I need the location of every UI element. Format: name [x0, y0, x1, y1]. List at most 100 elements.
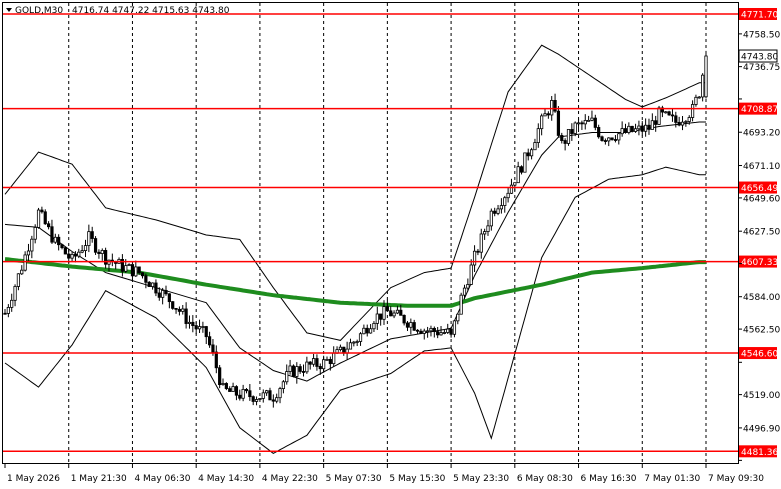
- candle-body: [23, 254, 27, 271]
- candle-body: [261, 392, 265, 399]
- candle-body: [241, 388, 245, 399]
- level-price-tag: [739, 102, 777, 115]
- candle-body: [171, 301, 175, 309]
- candle-body: [234, 386, 239, 396]
- candle-body: [466, 284, 470, 289]
- candle-body: [248, 390, 252, 398]
- candle-body: [90, 231, 94, 239]
- y-tick-label: 4671.10: [743, 162, 780, 172]
- candle-body: [36, 209, 41, 228]
- candle-body: [633, 128, 638, 132]
- candle-body: [137, 266, 141, 274]
- candle-body: [617, 133, 621, 141]
- candle-body: [375, 313, 379, 324]
- candle-body: [372, 322, 376, 330]
- candle-body: [623, 128, 628, 133]
- horizontal-levels: 4771.70 4708.87 4656.49 4607.33 4546.60 4481.…: [3, 7, 778, 458]
- candle-body: [382, 306, 386, 320]
- x-tick-label: 4 May 06:30: [134, 474, 190, 484]
- candle-body: [600, 136, 604, 141]
- level-price-tag: [739, 255, 777, 268]
- candle-body: [563, 140, 567, 144]
- candle-body: [657, 107, 661, 125]
- candle-body: [338, 346, 343, 351]
- candle-body: [580, 122, 584, 125]
- candle-body: [93, 238, 98, 253]
- candle-body: [560, 135, 564, 141]
- candle-body: [26, 250, 31, 256]
- x-tick-label: 4 May 22:30: [262, 474, 318, 484]
- candle-body: [640, 125, 644, 132]
- candle-body: [519, 166, 524, 173]
- candle-body: [704, 55, 708, 98]
- bollinger-bands: [4, 44, 706, 454]
- candle-body: [687, 117, 691, 122]
- candle-body: [469, 264, 473, 285]
- x-tick-label: 5 May 23:30: [453, 474, 509, 484]
- candle-body: [30, 238, 34, 252]
- candle-body: [194, 325, 198, 330]
- candle-body: [389, 310, 393, 317]
- candle-body: [167, 293, 171, 303]
- candle-body: [204, 326, 208, 338]
- candle-body: [80, 250, 84, 253]
- candle-body: [207, 336, 212, 346]
- candle-body: [221, 383, 225, 386]
- candle-body: [701, 74, 705, 98]
- candle-body: [543, 113, 547, 117]
- candle-body: [587, 119, 591, 122]
- level-price-label: 4656.49: [741, 184, 778, 194]
- x-tick-label: 7 May 09:30: [708, 474, 764, 484]
- candle-body: [43, 211, 47, 225]
- candle-body: [499, 205, 504, 210]
- candle-body: [211, 344, 215, 353]
- candle-body: [231, 386, 235, 392]
- candle-body: [164, 290, 168, 295]
- candle-body: [607, 137, 611, 142]
- candle-body: [486, 225, 490, 233]
- candle-body: [265, 390, 269, 394]
- candles: [3, 50, 708, 408]
- candle-body: [77, 251, 81, 257]
- candle-body: [3, 312, 7, 315]
- candle-body: [144, 275, 148, 283]
- candle-body: [392, 312, 396, 317]
- x-tick-label: 5 May 15:30: [389, 474, 445, 484]
- candle-body: [583, 120, 587, 125]
- level-price-label: 4546.60: [741, 350, 778, 360]
- candle-body: [87, 231, 91, 247]
- candle-body: [154, 282, 158, 294]
- candle-body: [150, 282, 155, 287]
- bollinger-upper-line: [4, 44, 706, 341]
- candle-body: [20, 269, 24, 275]
- candle-body: [540, 115, 544, 130]
- candle-body: [355, 341, 359, 343]
- level-price-tag: [739, 181, 777, 194]
- candle-body: [476, 250, 480, 253]
- candle-body: [73, 253, 78, 257]
- candle-body: [70, 253, 74, 259]
- dropdown-arrow-icon[interactable]: [6, 8, 12, 12]
- candle-body: [278, 388, 282, 399]
- x-tick-label: 5 May 07:30: [326, 474, 382, 484]
- y-tick-label: 4693.20: [743, 129, 780, 139]
- candle-body: [67, 253, 71, 259]
- candle-body: [177, 308, 182, 312]
- candle-body: [603, 140, 607, 142]
- candle-body: [352, 341, 356, 344]
- candle-body: [590, 117, 594, 121]
- candle-body: [556, 110, 561, 136]
- candle-body: [620, 128, 624, 135]
- candle-body: [439, 332, 443, 336]
- candle-body: [429, 327, 433, 332]
- candle-body: [644, 124, 648, 132]
- candle-body: [147, 281, 151, 287]
- candle-body: [436, 331, 440, 336]
- candle-body: [483, 231, 487, 235]
- candle-body: [680, 121, 685, 126]
- candle-body: [60, 244, 64, 249]
- candle-body: [449, 328, 453, 335]
- candle-body: [664, 111, 668, 114]
- candle-body: [610, 137, 614, 140]
